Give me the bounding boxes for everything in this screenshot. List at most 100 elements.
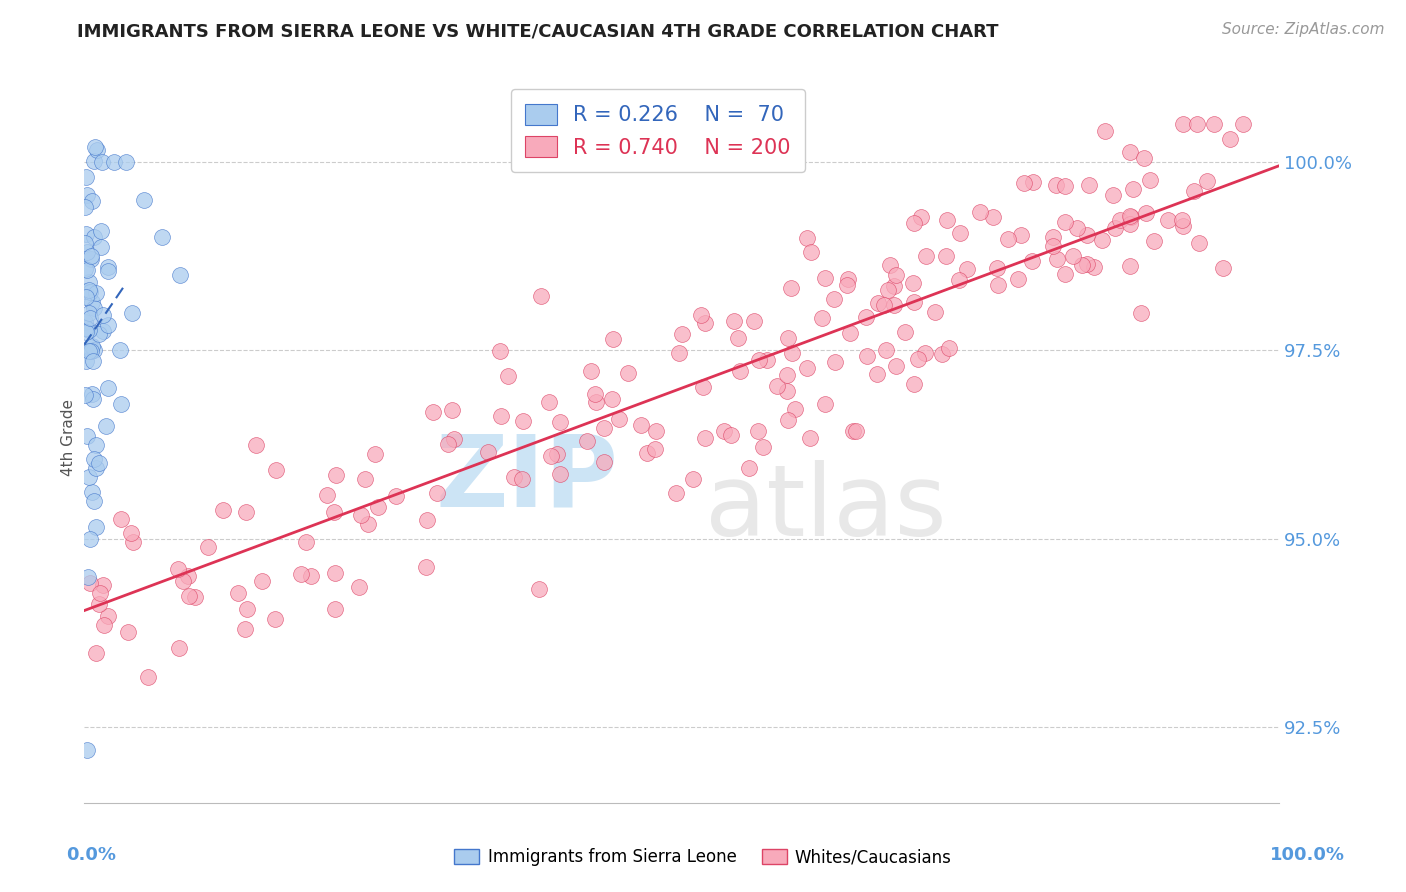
Point (75, 290, 97, 304)
Point (97, 264, 120, 278)
Text: 0.0%: 0.0% (66, 846, 117, 863)
Point (80, 344, 103, 359)
Point (349, 508, 371, 522)
Point (583, 387, 606, 401)
Point (83, 343, 105, 357)
Point (347, 580, 370, 594)
Point (644, 424, 666, 438)
Point (1054, 178, 1077, 193)
Point (250, 574, 273, 589)
Point (415, 513, 437, 527)
Point (692, 380, 714, 394)
Point (235, 505, 257, 519)
Point (630, 418, 652, 433)
Point (720, 427, 742, 442)
Point (1076, 228, 1098, 243)
Point (592, 420, 614, 434)
Point (110, 343, 132, 358)
Point (384, 489, 406, 503)
Point (489, 409, 512, 423)
Point (713, 425, 735, 439)
Point (73, 261, 96, 276)
Point (997, 232, 1019, 246)
Point (83, 494, 105, 508)
Point (1010, 228, 1032, 243)
Point (512, 414, 534, 428)
Point (290, 566, 312, 581)
Point (730, 363, 752, 377)
Point (1135, 206, 1157, 220)
Point (80, 294, 103, 309)
Point (179, 589, 201, 603)
Point (103, 154, 125, 169)
Point (75, 321, 97, 335)
Point (1130, 306, 1153, 320)
Point (89, 586, 111, 600)
Point (80, 484, 103, 499)
Point (875, 343, 897, 358)
Point (236, 602, 259, 616)
Point (1070, 258, 1092, 272)
Text: 100.0%: 100.0% (1270, 846, 1346, 863)
Point (752, 440, 775, 454)
Point (682, 472, 704, 486)
Point (1045, 178, 1067, 193)
Point (814, 397, 837, 411)
Point (948, 273, 970, 287)
Point (1184, 184, 1206, 198)
Point (136, 670, 159, 684)
Point (671, 326, 693, 341)
Point (636, 446, 658, 460)
Point (89, 239, 111, 253)
Point (80, 387, 103, 401)
Point (83, 154, 105, 169)
Point (117, 625, 139, 640)
Point (581, 364, 603, 378)
Point (1083, 260, 1105, 274)
Point (987, 278, 1010, 293)
Point (121, 306, 143, 320)
Point (1219, 132, 1241, 146)
Point (903, 294, 925, 309)
Point (907, 352, 929, 367)
Point (235, 622, 257, 636)
Text: Source: ZipAtlas.com: Source: ZipAtlas.com (1222, 22, 1385, 37)
Point (86, 646, 108, 660)
Point (575, 434, 598, 449)
Point (800, 244, 823, 259)
Point (80, 252, 103, 266)
Point (1202, 117, 1225, 131)
Point (93, 324, 115, 338)
Text: IMMIGRANTS FROM SIERRA LEONE VS WHITE/CAUCASIAN 4TH GRADE CORRELATION CHART: IMMIGRANTS FROM SIERRA LEONE VS WHITE/CA… (77, 22, 998, 40)
Point (76, 188, 98, 202)
Point (325, 566, 347, 580)
Point (75, 315, 97, 329)
Point (617, 366, 640, 380)
Point (1007, 272, 1029, 286)
Point (1102, 188, 1125, 202)
Point (866, 296, 889, 310)
Point (935, 213, 957, 227)
Point (799, 431, 821, 445)
Point (1066, 220, 1088, 235)
Point (295, 534, 318, 549)
Point (537, 394, 560, 409)
Point (1054, 215, 1077, 229)
Point (903, 376, 925, 391)
Point (986, 261, 1008, 276)
Point (1143, 234, 1166, 248)
Point (727, 331, 749, 345)
Point (1021, 253, 1043, 268)
Point (901, 276, 924, 290)
Point (876, 283, 898, 297)
Point (1042, 239, 1064, 253)
Point (956, 262, 979, 277)
Point (910, 211, 932, 225)
Point (80, 339, 103, 353)
Point (883, 298, 905, 312)
Point (1094, 124, 1116, 138)
Point (357, 516, 380, 531)
Point (914, 345, 936, 359)
Point (1119, 259, 1142, 273)
Point (489, 343, 512, 358)
